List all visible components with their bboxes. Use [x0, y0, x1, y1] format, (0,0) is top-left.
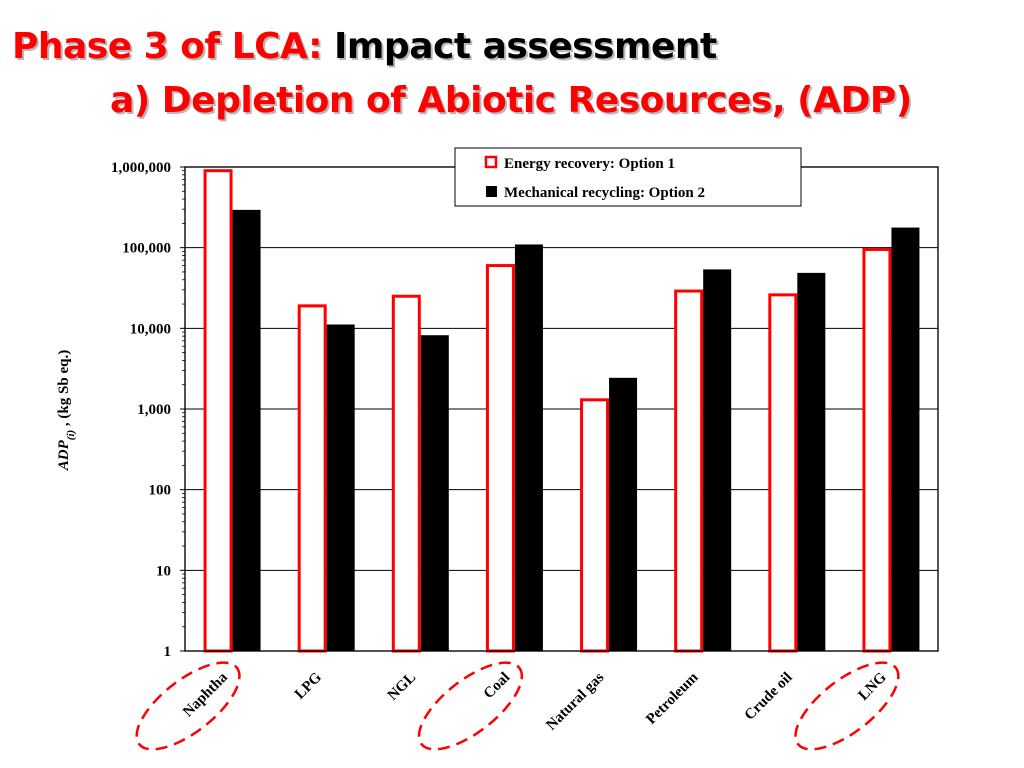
legend-label-mechanical-recycling: Mechanical recycling: Option 2	[504, 185, 705, 201]
bar-mechanical-recycling	[420, 335, 449, 652]
category-label: LPG	[292, 669, 325, 702]
bar-energy-recovery	[768, 293, 798, 653]
y-axis-label: ADP(i) , (kg Sb eq.)	[56, 350, 77, 471]
bar-energy-recovery	[391, 294, 421, 653]
bar-energy-recovery	[862, 247, 892, 653]
bar-energy-recovery	[485, 264, 515, 653]
bar-mechanical-recycling	[891, 227, 920, 652]
y-tick-label: 1,000	[137, 402, 171, 418]
legend-swatch-mechanical-recycling	[486, 186, 497, 197]
bar-mechanical-recycling	[326, 324, 355, 652]
bar-mechanical-recycling	[797, 272, 826, 652]
category-label: Petroleum	[643, 669, 702, 728]
bar-energy-recovery	[580, 398, 610, 653]
bar-energy-recovery	[203, 169, 233, 653]
slide-subtitle: a) Depletion of Abiotic Resources, (ADP)	[110, 80, 912, 121]
bar-mechanical-recycling	[609, 377, 638, 652]
category-label: Naphtha	[180, 669, 231, 720]
y-tick-label: 100,000	[122, 241, 171, 257]
highlight-ellipse	[417, 661, 524, 751]
title-impact: Impact assessment	[334, 26, 717, 67]
y-tick-label: 1,000,000	[111, 160, 171, 176]
y-tick-label: 10	[156, 563, 171, 579]
bar-energy-recovery	[297, 304, 327, 653]
bar-energy-recovery	[674, 289, 704, 653]
legend-box	[454, 147, 802, 207]
bar-mechanical-recycling	[703, 269, 732, 652]
category-label: Natural gas	[543, 669, 607, 733]
highlight-ellipse	[794, 661, 900, 751]
category-label: NGL	[385, 670, 419, 704]
legend-label-energy-recovery: Energy recovery: Option 1	[504, 156, 675, 172]
y-tick-label: 10,000	[130, 321, 171, 337]
category-label: Crude oil	[742, 670, 796, 724]
slide-title: Phase 3 of LCA: Impact assessment	[12, 26, 717, 67]
legend-swatch-energy-recovery	[484, 155, 498, 169]
y-tick-label: 100	[149, 483, 172, 499]
category-label: Coal	[481, 670, 514, 703]
bar-mechanical-recycling	[514, 244, 543, 652]
title-phase: Phase 3 of LCA:	[12, 26, 335, 67]
y-tick-label: 1	[164, 644, 172, 660]
highlight-ellipse	[135, 661, 241, 751]
category-label: LNG	[855, 669, 890, 704]
bar-mechanical-recycling	[232, 209, 261, 652]
